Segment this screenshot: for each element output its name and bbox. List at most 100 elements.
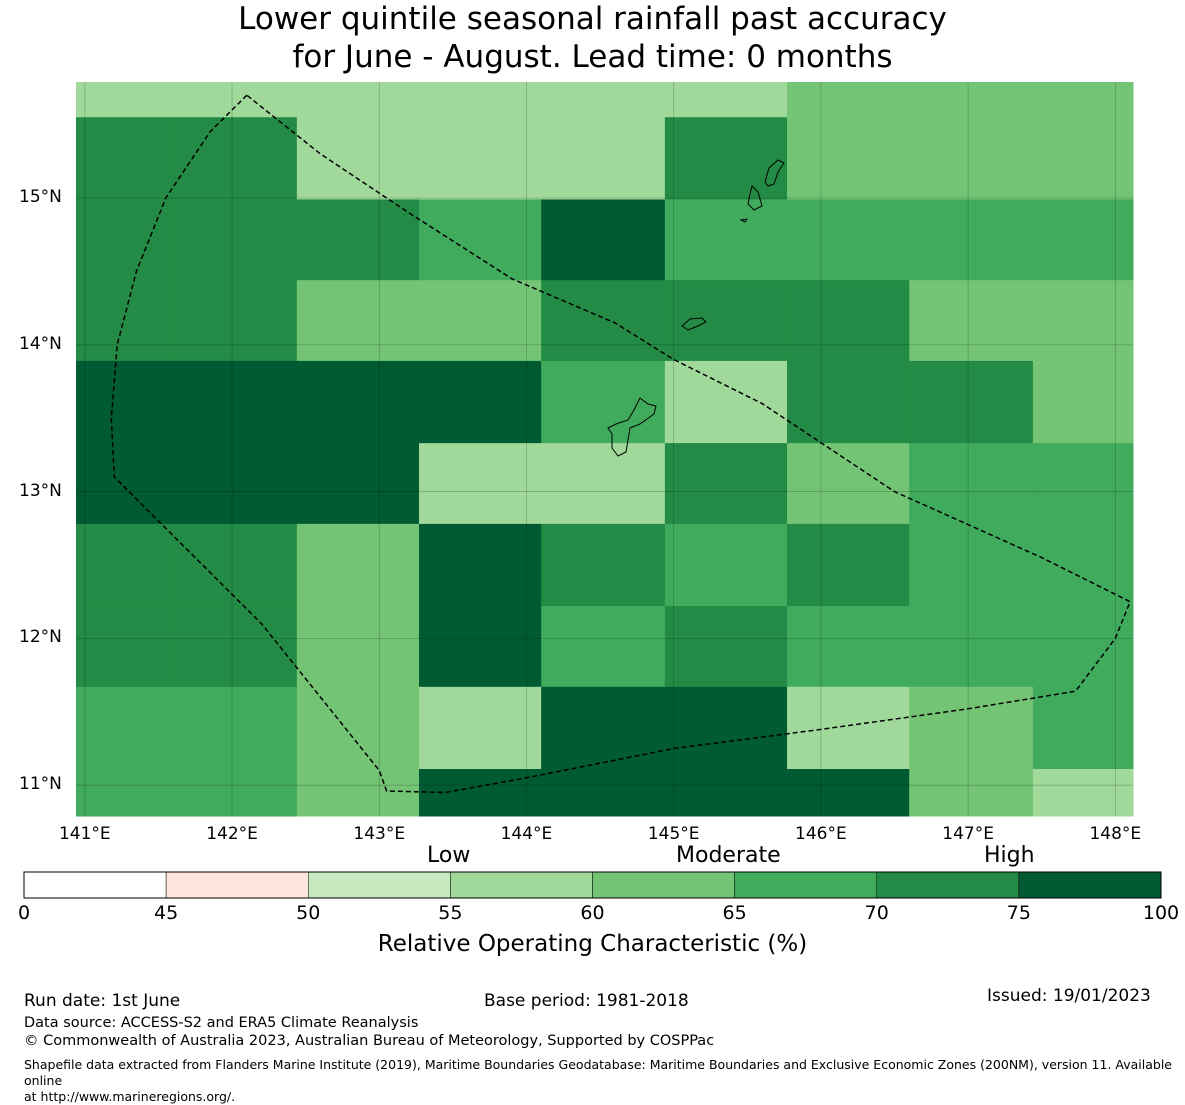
grid-cell xyxy=(787,117,910,200)
grid-cell xyxy=(419,280,542,362)
island-tinian xyxy=(747,185,763,211)
grid-cell xyxy=(1032,360,1134,444)
grid-cell xyxy=(787,769,910,817)
grid-cell xyxy=(76,360,174,444)
grid-cell xyxy=(909,523,1034,607)
grid-cell xyxy=(1032,82,1134,118)
grid-cell xyxy=(541,199,666,281)
grid-cell xyxy=(1032,443,1134,525)
shapefile-note: Shapefile data extracted from Flanders M… xyxy=(24,1057,1174,1105)
grid-cell xyxy=(664,360,788,444)
shapefile-note-line-1: Shapefile data extracted from Flanders M… xyxy=(24,1057,1172,1088)
grid-cell xyxy=(787,686,910,770)
grid-cell xyxy=(541,443,666,525)
grid-cell xyxy=(787,606,910,688)
grid-cell xyxy=(541,280,666,362)
grid-cell xyxy=(541,523,666,607)
latitude-label: 15°N xyxy=(19,186,62,207)
colorbar-bin xyxy=(308,871,451,899)
colorbar-frame xyxy=(23,871,1162,899)
graticule xyxy=(76,82,1133,816)
grid-cell xyxy=(76,82,174,118)
grid-cell xyxy=(76,686,174,770)
grid-cell xyxy=(173,360,298,444)
grid-cell xyxy=(296,360,420,444)
grid-cell xyxy=(419,117,542,200)
grid-cell xyxy=(787,82,910,118)
grid-cell xyxy=(296,606,420,688)
grid-cell xyxy=(173,280,298,362)
grid-cell xyxy=(909,199,1034,281)
category-moderate: Moderate xyxy=(676,843,781,868)
grid-cell xyxy=(76,199,174,281)
grid-cell xyxy=(173,606,298,688)
grid-cell xyxy=(664,523,788,607)
colorbar-tick-label: 55 xyxy=(438,902,463,924)
grid-cell xyxy=(173,443,298,525)
colorbar-tick-label: 65 xyxy=(722,902,747,924)
grid-cell xyxy=(173,686,298,770)
data-source: Data source: ACCESS-S2 and ERA5 Climate … xyxy=(24,1015,419,1031)
grid-cell xyxy=(541,686,666,770)
grid-cell xyxy=(541,117,666,200)
grid-cell xyxy=(76,443,174,525)
grid-cell xyxy=(173,769,298,817)
colorbar-bin xyxy=(1018,871,1162,899)
grid-cell xyxy=(787,523,910,607)
latitude-label: 13°N xyxy=(19,480,62,501)
grid-cell xyxy=(787,360,910,444)
grid-cell xyxy=(419,443,542,525)
grid-cell xyxy=(909,443,1034,525)
grid-cell xyxy=(173,82,298,118)
islands xyxy=(607,159,785,457)
grid-cell xyxy=(664,117,788,200)
colorbar-tick-label: 60 xyxy=(580,902,605,924)
grid-cell xyxy=(664,769,788,817)
grid-cell xyxy=(296,686,420,770)
grid-cell xyxy=(76,769,174,817)
longitude-label: 141°E xyxy=(58,824,111,844)
grid-cell xyxy=(1032,523,1134,607)
grid-cell xyxy=(1032,686,1134,770)
longitude-label: 148°E xyxy=(1089,824,1142,844)
grid-cell xyxy=(296,443,420,525)
grid-cell xyxy=(909,360,1034,444)
grid-cell xyxy=(419,606,542,688)
longitude-label: 142°E xyxy=(206,824,258,844)
title-line-1: Lower quintile seasonal rainfall past ac… xyxy=(238,1,947,37)
grid-cell xyxy=(541,360,666,444)
island-rota xyxy=(681,317,707,331)
roc-grid xyxy=(76,82,1134,817)
grid-cell xyxy=(419,686,542,770)
grid-cell xyxy=(296,199,420,281)
grid-cell xyxy=(541,82,666,118)
colorbar-bin xyxy=(23,871,167,899)
grid-cell xyxy=(419,82,542,118)
grid-cell xyxy=(419,523,542,607)
grid-cell xyxy=(1032,117,1134,200)
grid-cell xyxy=(909,117,1034,200)
colorbar-bin xyxy=(592,871,735,899)
grid-cell xyxy=(664,606,788,688)
copyright: © Commonwealth of Australia 2023, Austra… xyxy=(24,1033,715,1049)
latitude-label: 14°N xyxy=(19,333,62,354)
grid-cell xyxy=(1032,280,1134,362)
latitude-label: 12°N xyxy=(19,627,62,648)
category-low: Low xyxy=(427,843,471,868)
colorbar-tick-label: 70 xyxy=(864,902,889,924)
longitude-label: 144°E xyxy=(500,824,553,844)
shapefile-note-line-2: at http://www.marineregions.org/. xyxy=(24,1089,236,1104)
colorbar xyxy=(23,871,1162,899)
grid-cell xyxy=(173,523,298,607)
grid-cell xyxy=(296,523,420,607)
grid-cell xyxy=(664,443,788,525)
base-period: Base period: 1981-2018 xyxy=(484,991,689,1011)
longitude-label: 145°E xyxy=(647,824,700,844)
grid-cell xyxy=(1032,606,1134,688)
run-date: Run date: 1st June xyxy=(24,991,181,1011)
grid-cell xyxy=(296,769,420,817)
colorbar-bin xyxy=(165,871,309,899)
grid-cell xyxy=(909,280,1034,362)
grid-cell xyxy=(909,82,1034,118)
grid-cell xyxy=(296,82,420,118)
